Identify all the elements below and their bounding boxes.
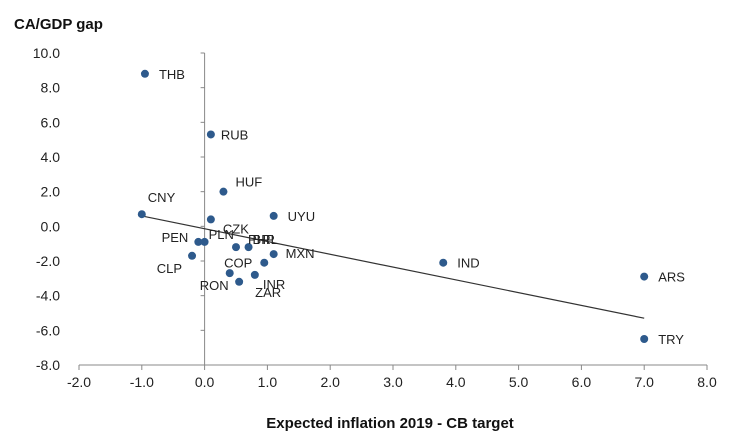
data-point-ron [225,269,234,278]
data-point-php [232,243,240,252]
data-label-ron: RON [200,278,229,293]
y-tick-label: 6.0 [41,114,61,130]
y-axis-title: CA/GDP gap [14,16,103,33]
data-label-rub: RUB [221,127,248,142]
y-tick-label: -8.0 [36,357,60,373]
y-tick-label: 10.0 [33,45,60,61]
data-point-mxn [269,250,278,259]
data-point-cop [260,258,269,267]
data-point-thb [140,69,149,78]
data-label-pen: PEN [162,230,189,245]
x-tick-label: -1.0 [130,374,154,390]
data-label-inr: INR [263,277,285,292]
data-label-ars: ARS [658,270,685,285]
data-point-uyu [269,211,278,220]
x-tick-label: 7.0 [634,374,654,390]
data-label-php: PHP [248,232,275,247]
y-tick-label: 8.0 [41,80,61,96]
data-label-uyu: UYU [288,209,315,224]
data-point-huf [219,187,228,196]
points-layer [137,69,649,343]
y-tick-label: -4.0 [36,288,60,304]
data-point-zar [235,277,244,286]
data-label-cop: COP [224,256,252,271]
data-point-try [640,335,649,343]
x-tick-label: 5.0 [509,374,529,390]
x-tick-label: -2.0 [67,374,91,390]
data-point-pen [194,237,203,246]
data-point-czk [206,215,215,224]
data-label-brl: BRL [253,232,278,247]
trendline [141,215,645,319]
data-label-huf: HUF [235,175,262,190]
data-point-clp [188,251,197,260]
data-label-mxn: MXN [286,246,315,261]
y-tick-label: 4.0 [41,149,61,165]
data-label-zar: ZAR [255,285,281,300]
x-tick-label: 4.0 [446,374,466,390]
x-tick-label: 2.0 [320,374,340,390]
data-label-pln: PLN [209,227,234,242]
data-point-pln [200,237,209,246]
data-label-cny: CNY [148,190,176,205]
data-label-ind: IND [457,256,479,271]
axes-layer: -8.0 -6.0 -4.0 -2.0 0.0 2.0 4.0 6.0 8.0 10.0 -2.0 -… [33,45,717,390]
x-axis-title: Expected inflation 2019 - CB target [266,415,514,432]
data-label-try: TRY [658,332,684,347]
trendline-layer [141,215,645,319]
x-tick-label: 1.0 [258,374,278,390]
x-tick-label: 3.0 [383,374,403,390]
data-point-brl [244,243,253,252]
data-point-rub [206,130,215,139]
data-point-ind [439,258,448,267]
y-tick-label: -2.0 [36,253,60,269]
data-label-thb: THB [159,67,185,82]
y-tick-label: -6.0 [36,322,60,338]
y-tick-label: 2.0 [41,184,61,200]
x-tick-label: 8.0 [697,374,717,390]
data-point-inr [250,270,259,279]
data-label-czk: CZK [223,221,249,236]
data-point-ars [640,272,649,281]
data-label-clp: CLP [157,261,182,276]
x-tick-label: 6.0 [572,374,592,390]
y-tick-label: 0.0 [41,218,61,234]
data-point-cny [137,210,146,219]
x-tick-label: 0.0 [195,374,215,390]
